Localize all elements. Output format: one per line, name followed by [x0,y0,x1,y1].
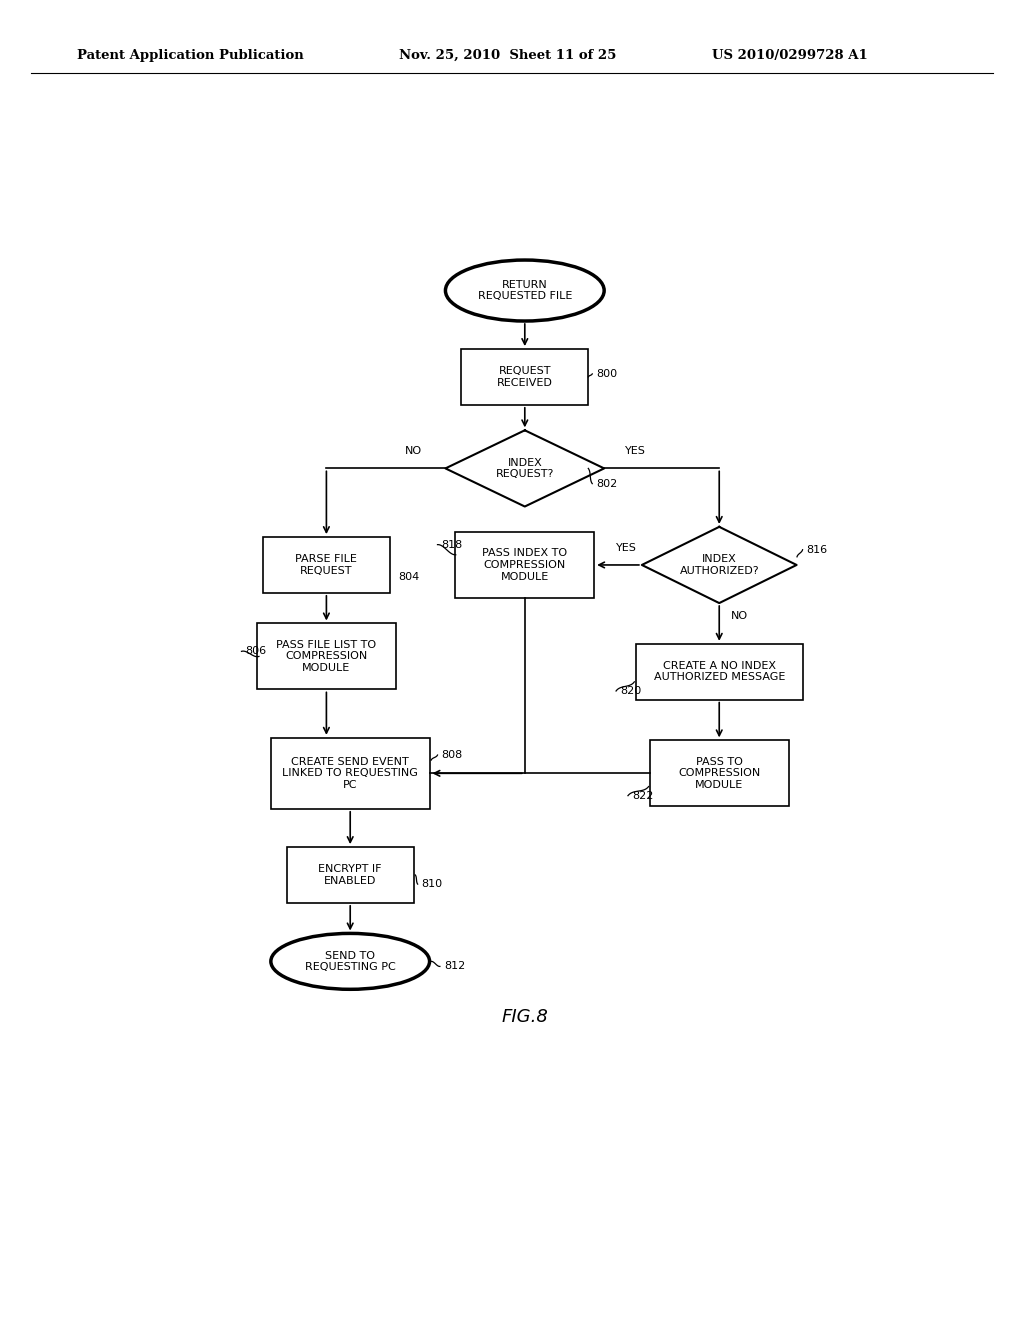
Text: INDEX
REQUEST?: INDEX REQUEST? [496,458,554,479]
Text: 808: 808 [441,750,463,760]
Text: ENCRYPT IF
ENABLED: ENCRYPT IF ENABLED [318,865,382,886]
Text: YES: YES [615,543,637,553]
Text: REQUEST
RECEIVED: REQUEST RECEIVED [497,366,553,388]
Text: INDEX
AUTHORIZED?: INDEX AUTHORIZED? [679,554,759,576]
Text: 806: 806 [246,647,266,656]
Text: 816: 816 [807,545,827,554]
Text: FIG.8: FIG.8 [502,1008,548,1026]
Text: PASS INDEX TO
COMPRESSION
MODULE: PASS INDEX TO COMPRESSION MODULE [482,548,567,582]
Text: CREATE SEND EVENT
LINKED TO REQUESTING
PC: CREATE SEND EVENT LINKED TO REQUESTING P… [283,756,418,789]
FancyBboxPatch shape [270,738,430,809]
Text: US 2010/0299728 A1: US 2010/0299728 A1 [712,49,867,62]
Text: 800: 800 [596,368,617,379]
Text: 820: 820 [620,686,641,696]
Text: 812: 812 [443,961,465,972]
Text: PASS FILE LIST TO
COMPRESSION
MODULE: PASS FILE LIST TO COMPRESSION MODULE [276,640,377,673]
Text: 804: 804 [397,572,419,582]
Text: NO: NO [406,446,422,457]
Text: Nov. 25, 2010  Sheet 11 of 25: Nov. 25, 2010 Sheet 11 of 25 [399,49,616,62]
FancyBboxPatch shape [257,623,396,689]
Text: CREATE A NO INDEX
AUTHORIZED MESSAGE: CREATE A NO INDEX AUTHORIZED MESSAGE [653,661,785,682]
Text: PASS TO
COMPRESSION
MODULE: PASS TO COMPRESSION MODULE [678,756,761,789]
Text: PARSE FILE
REQUEST: PARSE FILE REQUEST [296,554,357,576]
Text: NO: NO [731,611,749,622]
Ellipse shape [270,933,430,989]
FancyBboxPatch shape [636,644,803,700]
Text: 810: 810 [422,879,442,890]
Ellipse shape [445,260,604,321]
FancyBboxPatch shape [287,847,414,903]
Polygon shape [642,527,797,603]
Text: Patent Application Publication: Patent Application Publication [77,49,303,62]
FancyBboxPatch shape [461,348,588,405]
Text: SEND TO
REQUESTING PC: SEND TO REQUESTING PC [305,950,395,972]
Polygon shape [445,430,604,507]
FancyBboxPatch shape [650,741,788,807]
Text: 822: 822 [632,791,653,801]
FancyBboxPatch shape [456,532,594,598]
Text: RETURN
REQUESTED FILE: RETURN REQUESTED FILE [477,280,572,301]
Text: 818: 818 [441,540,463,549]
Text: YES: YES [626,446,646,457]
FancyBboxPatch shape [263,537,390,593]
Text: 802: 802 [596,479,617,488]
